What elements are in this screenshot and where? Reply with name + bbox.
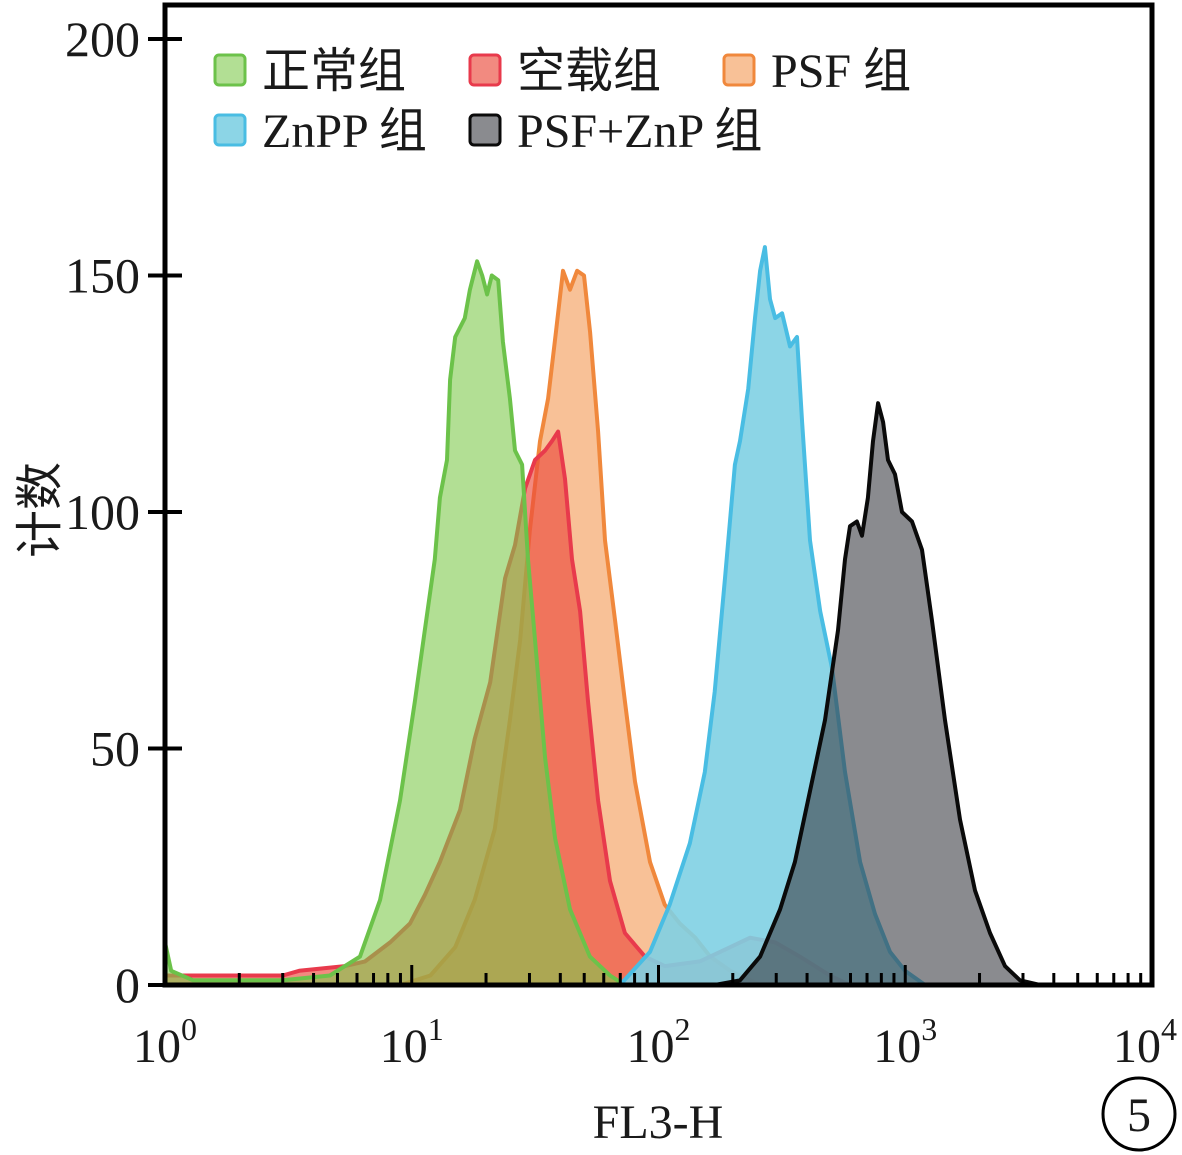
legend-item: ZnPP 组 [213, 105, 427, 158]
x-tick-exponent: 3 [921, 1011, 937, 1047]
x-axis-label: FL3-H [593, 1096, 724, 1149]
x-tick-base: 10 [380, 1020, 428, 1073]
legend-item: PSF 组 [722, 45, 911, 98]
x-tick-base: 10 [1113, 1020, 1161, 1073]
x-axis-ticks: 100 101 102 103 104 [133, 965, 1177, 1073]
histogram-outline-1 [163, 259, 627, 987]
y-tick-label: 0 [115, 957, 140, 1013]
x-tick-exponent: 0 [181, 1011, 197, 1047]
x-tick-base: 10 [873, 1020, 921, 1073]
x-tick-label: 101 [380, 1011, 444, 1073]
x-tick-label: 104 [1113, 1011, 1177, 1073]
histogram-area-5 [714, 403, 1040, 985]
x-tick-label: 103 [873, 1011, 937, 1073]
histogram-series [163, 245, 1042, 987]
legend-swatch [722, 53, 756, 87]
x-tick-base: 10 [627, 1020, 675, 1073]
y-tick-label: 150 [65, 248, 140, 304]
y-tick-label: 50 [90, 721, 140, 777]
legend-swatch [213, 53, 247, 87]
panel-number: 5 [1127, 1089, 1151, 1142]
legend-swatch [213, 113, 247, 147]
legend: 正常组 空载组 PSF 组 ZnPP 组 PSF+ZnP 组 [213, 45, 911, 158]
legend-label: ZnPP 组 [262, 105, 427, 158]
legend-swatch [468, 113, 502, 147]
x-tick-exponent: 4 [1161, 1011, 1177, 1047]
legend-label: PSF 组 [771, 45, 911, 98]
histogram-outline-5 [712, 401, 1042, 987]
legend-label: 空载组 [517, 45, 661, 98]
y-tick-label: 100 [65, 484, 140, 540]
x-tick-label: 100 [133, 1011, 197, 1073]
legend-item: PSF+ZnP 组 [468, 105, 762, 158]
x-tick-exponent: 1 [428, 1011, 444, 1047]
x-tick-base: 10 [133, 1020, 181, 1073]
y-axis-ticks: 0 50 100 150 200 [65, 11, 182, 1013]
y-axis-label: 计数 [14, 462, 67, 558]
y-tick-label: 200 [65, 11, 140, 67]
legend-label: 正常组 [262, 45, 406, 98]
legend-item: 空载组 [468, 45, 661, 98]
x-tick-label: 102 [627, 1011, 691, 1073]
legend-label: PSF+ZnP 组 [517, 105, 762, 158]
panel-number-badge [1101, 1076, 1177, 1152]
histogram-area-1 [165, 261, 625, 985]
legend-item: 正常组 [213, 45, 406, 98]
x-tick-exponent: 2 [675, 1011, 691, 1047]
legend-swatch [468, 53, 502, 87]
